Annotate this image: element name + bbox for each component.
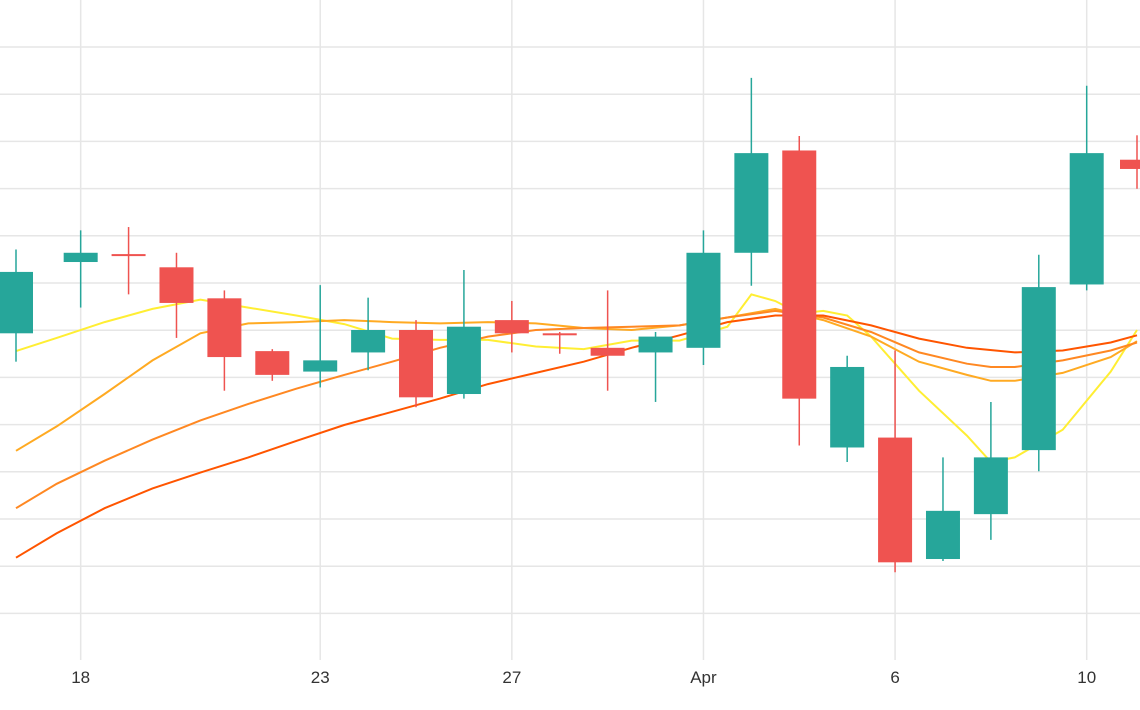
candle-body xyxy=(973,457,1008,515)
ma-line-1 xyxy=(15,293,1138,464)
candle-body xyxy=(1120,159,1140,169)
candle-body xyxy=(0,271,33,334)
candle-body xyxy=(255,351,290,375)
candle xyxy=(159,252,194,338)
x-axis-ticks: 18 23 27 Apr 6 10 xyxy=(71,668,1096,687)
candle xyxy=(925,457,960,561)
candle xyxy=(111,227,146,295)
candle xyxy=(446,269,481,399)
candle xyxy=(1069,85,1104,291)
x-tick-label: 10 xyxy=(1077,668,1096,687)
candle-body xyxy=(590,347,625,356)
candle-body xyxy=(830,366,865,448)
candle-body xyxy=(1069,153,1104,285)
candle xyxy=(0,249,33,362)
candle-body xyxy=(1021,287,1056,451)
x-tick-label: 6 xyxy=(890,668,899,687)
candle-body xyxy=(542,333,577,336)
candle-body xyxy=(399,330,434,398)
candle-body xyxy=(159,267,194,303)
candle xyxy=(638,331,673,402)
candle xyxy=(973,401,1008,540)
candle xyxy=(255,349,290,381)
candle-body xyxy=(111,254,146,257)
candle-body xyxy=(925,510,960,560)
x-tick-label: 27 xyxy=(502,668,521,687)
x-tick-label: Apr xyxy=(690,668,717,687)
candle xyxy=(542,331,577,354)
candle-body xyxy=(63,252,98,263)
candle xyxy=(351,297,386,371)
candle xyxy=(590,290,625,391)
candle xyxy=(399,320,434,408)
candle xyxy=(878,350,913,573)
candle xyxy=(1021,254,1056,472)
candle xyxy=(1120,135,1140,189)
candle-body xyxy=(878,437,913,563)
candle xyxy=(494,300,529,353)
x-tick-label: 18 xyxy=(71,668,90,687)
candle xyxy=(686,230,721,365)
candle xyxy=(303,285,338,388)
candle-body xyxy=(303,360,338,372)
candle-body xyxy=(494,320,529,334)
candles xyxy=(0,77,1140,573)
candle xyxy=(782,135,817,446)
candle-body xyxy=(638,336,673,353)
candle-body xyxy=(782,150,817,399)
x-tick-label: 23 xyxy=(311,668,330,687)
grid xyxy=(0,0,1140,660)
candle-body xyxy=(207,298,242,358)
candle xyxy=(734,77,769,286)
candle-body xyxy=(734,153,769,253)
candle-body xyxy=(446,326,481,395)
candle-body xyxy=(686,252,721,348)
candle-body xyxy=(351,330,386,353)
candle xyxy=(63,230,98,308)
candle xyxy=(207,290,242,391)
ma-line-4 xyxy=(15,314,1138,559)
candle xyxy=(830,355,865,462)
